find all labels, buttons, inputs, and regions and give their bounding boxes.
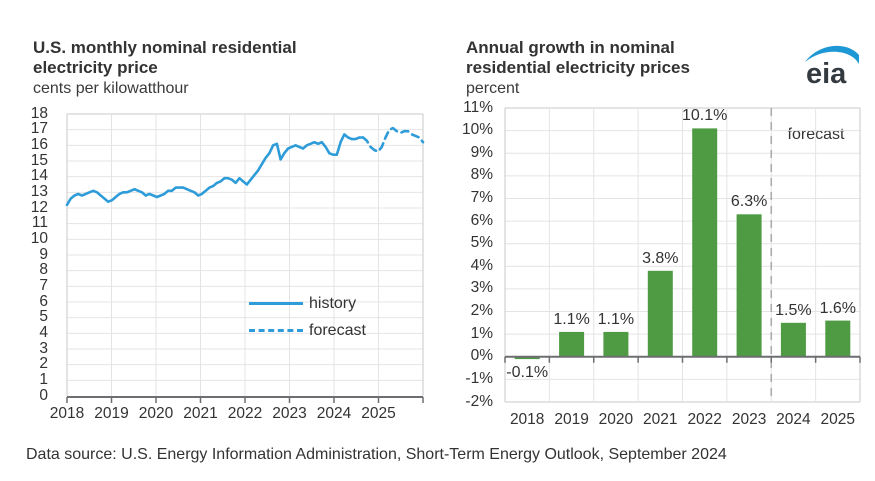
line-chart-unit-label: cents per kilowatthour	[33, 80, 189, 97]
y-tick-label: 3	[39, 339, 48, 357]
y-tick-label: 14	[30, 167, 48, 185]
eia-logo-text: eia	[806, 58, 847, 87]
bar-value-label: -0.1%	[506, 363, 549, 381]
bar-chart-unit-label: percent	[466, 80, 520, 97]
x-tick-label: 2019	[94, 405, 129, 422]
y-tick-label: 15	[30, 151, 48, 169]
line-chart-canvas	[65, 113, 425, 403]
line-chart-title: U.S. monthly nominal residential electri…	[33, 38, 297, 78]
bar-chart-title: Annual growth in nominal residential ele…	[466, 38, 690, 78]
y-tick-label: 2%	[470, 302, 493, 319]
x-tick-label: 2018	[49, 405, 85, 422]
price-line-forecast	[361, 126, 425, 153]
y-tick-label: 2	[39, 355, 48, 373]
bar-value-label: 10.1%	[682, 107, 728, 125]
line-chart-title-line1: U.S. monthly nominal residential	[33, 38, 297, 57]
x-tick-label: 2025	[361, 405, 396, 422]
y-tick-label: 8%	[470, 166, 493, 184]
x-tick-label: 2020	[138, 405, 174, 422]
y-tick-label: 18	[30, 104, 48, 122]
y-tick-label: 6	[39, 292, 48, 310]
y-tick-label: 11	[31, 214, 48, 232]
y-tick-label: 9	[39, 245, 48, 263]
eia-logo-graphic: eia	[805, 45, 859, 90]
y-tick-label: 3%	[470, 279, 493, 297]
forecast-line-swatch	[249, 329, 303, 332]
x-tick-label: 2018	[509, 411, 545, 428]
bar-chart-canvas	[504, 107, 861, 403]
y-tick-label: -1%	[465, 369, 493, 387]
legend-label-history: history	[309, 294, 357, 312]
y-tick-label: 6%	[470, 211, 493, 229]
bar-2024	[780, 322, 806, 357]
eia-logo: eia	[803, 41, 861, 90]
y-tick-label: 4	[39, 323, 48, 341]
y-tick-label: 10%	[461, 121, 493, 139]
bar-value-label: 1.1%	[597, 310, 635, 328]
x-tick-label: 2021	[183, 405, 218, 422]
bar-2021	[647, 270, 673, 357]
y-tick-label: 12	[30, 198, 48, 216]
y-tick-label: 13	[30, 182, 48, 200]
bar-value-label: 3.8%	[642, 249, 679, 267]
x-tick-label: 2019	[554, 411, 589, 428]
y-tick-label: 17	[30, 120, 48, 138]
y-tick-label: 16	[30, 135, 48, 153]
price-line-history	[65, 133, 365, 207]
line-chart-title-line2: electricity price	[33, 58, 158, 77]
y-tick-label: 9%	[470, 143, 493, 161]
bar-chart-title-line1: Annual growth in nominal	[466, 38, 675, 57]
bar-value-label: 1.5%	[775, 301, 812, 319]
x-tick-label: 2021	[643, 411, 678, 428]
bar-2019	[559, 331, 585, 357]
x-tick-label: 2023	[272, 405, 307, 422]
bar-2022	[692, 128, 718, 357]
y-tick-label: -2%	[465, 392, 493, 410]
data-source-caption: Data source: U.S. Energy Information Adm…	[26, 446, 727, 463]
y-tick-label: 11%	[463, 98, 493, 116]
bar-2025	[825, 320, 851, 357]
bar-2020	[603, 331, 629, 357]
y-tick-label: 0	[39, 386, 48, 404]
legend-item-forecast: forecast	[249, 317, 366, 344]
x-tick-label: 2022	[687, 411, 722, 428]
x-tick-label: 2025	[820, 411, 856, 428]
bar-2023	[736, 214, 762, 357]
x-tick-label: 2022	[227, 405, 263, 422]
bar-chart-title-line2: residential electricity prices	[466, 58, 690, 77]
legend-item-history: history	[249, 290, 366, 317]
history-line-swatch	[249, 302, 303, 305]
x-tick-label: 2024	[776, 411, 811, 428]
line-chart-legend: history forecast	[249, 290, 366, 344]
y-tick-label: 5	[39, 308, 48, 326]
bar-value-label: 1.6%	[819, 299, 857, 317]
x-tick-label: 2024	[316, 405, 352, 422]
y-tick-label: 0%	[470, 347, 493, 365]
y-tick-label: 5%	[470, 234, 493, 252]
legend-label-forecast: forecast	[309, 321, 366, 339]
bar-2018	[514, 356, 540, 360]
bar-value-label: 6.3%	[730, 193, 768, 211]
y-tick-label: 7%	[470, 189, 493, 206]
y-tick-label: 10	[30, 229, 48, 247]
x-tick-label: 2020	[598, 411, 634, 428]
bar-value-label: 1.1%	[553, 310, 590, 328]
y-tick-label: 7	[39, 276, 48, 294]
eia-logo-swoosh-icon	[805, 45, 859, 64]
y-tick-label: 4%	[470, 256, 493, 274]
y-tick-label: 1	[39, 370, 48, 388]
x-tick-label: 2023	[731, 411, 767, 428]
y-tick-label: 1%	[470, 324, 493, 342]
y-tick-label: 8	[39, 261, 48, 279]
